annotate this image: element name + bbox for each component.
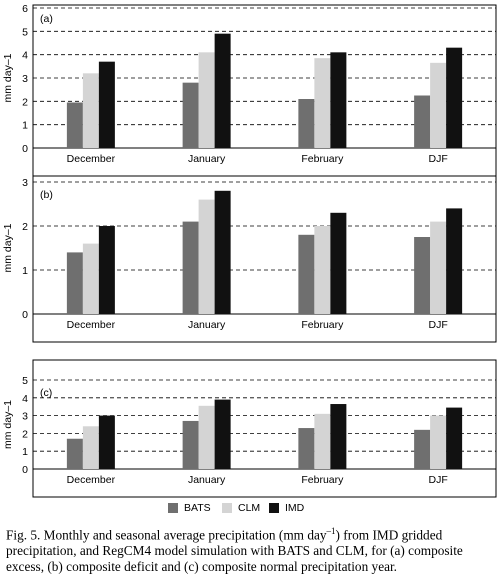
y-tick-label: 1 bbox=[22, 265, 28, 277]
x-tick-label: February bbox=[301, 319, 344, 331]
y-tick-label: 4 bbox=[22, 50, 28, 62]
bar-clm-february bbox=[314, 413, 331, 469]
precipitation-figure: 0 1 2 3 4 5 6 mm day–1 (a) December January Februar… bbox=[2, 3, 497, 498]
x-tick-label: January bbox=[188, 319, 226, 331]
bar-imd-january bbox=[214, 190, 231, 314]
y-tick-label: 2 bbox=[22, 96, 28, 108]
bar-imd-djf bbox=[446, 47, 463, 148]
legend-swatch bbox=[269, 503, 279, 513]
panel-label: (c) bbox=[40, 387, 52, 399]
bar-clm-djf bbox=[430, 221, 447, 314]
legend-label: BATS bbox=[184, 502, 211, 514]
bar-imd-february bbox=[330, 212, 347, 314]
bar-imd-december bbox=[98, 415, 115, 469]
bar-clm-december bbox=[82, 73, 99, 148]
x-tick-label: December bbox=[67, 474, 116, 486]
bar-bats-january bbox=[182, 420, 199, 469]
y-axis-label: mm day–1 bbox=[2, 53, 14, 102]
bar-clm-djf bbox=[430, 415, 447, 469]
legend-item-bats: BATS bbox=[168, 498, 211, 518]
bar-bats-djf bbox=[414, 95, 431, 148]
y-axis-label: mm day–1 bbox=[2, 400, 14, 449]
x-tick-label: February bbox=[301, 474, 344, 486]
y-tick-label: 3 bbox=[22, 177, 28, 189]
panel-label: (a) bbox=[40, 13, 53, 25]
x-tick-label: January bbox=[188, 474, 226, 486]
bar-clm-december bbox=[82, 426, 99, 469]
y-axis-label: mm day–1 bbox=[2, 223, 14, 272]
y-tick-label: 3 bbox=[22, 73, 28, 85]
x-tick-label: December bbox=[67, 153, 116, 165]
bar-bats-december bbox=[66, 102, 83, 148]
y-tick-label: 2 bbox=[22, 428, 28, 440]
bar-clm-djf bbox=[430, 62, 447, 149]
bar-clm-february bbox=[314, 226, 331, 314]
bar-imd-december bbox=[98, 226, 115, 314]
y-tick-label: 0 bbox=[22, 464, 28, 476]
legend-label: CLM bbox=[238, 502, 261, 514]
bar-bats-february bbox=[298, 234, 315, 314]
y-tick-label: 0 bbox=[22, 309, 28, 321]
bar-bats-december bbox=[66, 438, 83, 469]
caption-superscript: –1 bbox=[326, 526, 336, 536]
bar-bats-january bbox=[182, 221, 199, 314]
y-tick-label: 1 bbox=[22, 446, 28, 458]
bar-bats-february bbox=[298, 99, 315, 148]
legend-item-imd: IMD bbox=[269, 498, 304, 518]
x-tick-label: DJF bbox=[429, 474, 448, 486]
bar-clm-january bbox=[198, 199, 215, 314]
y-tick-label: 5 bbox=[22, 375, 28, 387]
legend-label: IMD bbox=[285, 502, 305, 514]
x-tick-label: DJF bbox=[429, 153, 448, 165]
y-tick-label: 2 bbox=[22, 221, 28, 233]
x-tick-label: February bbox=[301, 153, 344, 165]
bar-imd-january bbox=[214, 33, 231, 148]
bar-bats-february bbox=[298, 428, 315, 469]
figure-caption: Fig. 5. Monthly and seasonal average pre… bbox=[6, 523, 496, 575]
bar-bats-december bbox=[66, 252, 83, 314]
bar-imd-djf bbox=[446, 208, 463, 314]
legend-swatch bbox=[222, 503, 232, 513]
bar-bats-january bbox=[182, 82, 199, 148]
x-tick-label: DJF bbox=[429, 319, 448, 331]
legend-item-clm: CLM bbox=[222, 498, 260, 518]
x-tick-label: January bbox=[188, 153, 226, 165]
y-tick-label: 0 bbox=[22, 143, 28, 155]
y-tick-label: 5 bbox=[22, 26, 28, 38]
bar-clm-february bbox=[314, 58, 331, 148]
bar-imd-djf bbox=[446, 407, 463, 469]
panel-label: (b) bbox=[40, 189, 53, 201]
bar-bats-djf bbox=[414, 429, 431, 469]
bar-imd-february bbox=[330, 52, 347, 149]
y-tick-label: 1 bbox=[22, 120, 28, 132]
y-tick-label: 4 bbox=[22, 393, 28, 405]
bar-imd-january bbox=[214, 399, 231, 469]
caption-rest: ) from IMD gridded precipitation, and Re… bbox=[6, 527, 463, 575]
bar-bats-djf bbox=[414, 237, 431, 314]
bar-clm-january bbox=[198, 405, 215, 469]
legend: BATS CLM IMD bbox=[0, 498, 501, 518]
y-tick-label: 6 bbox=[22, 3, 28, 15]
bar-imd-february bbox=[330, 404, 347, 469]
x-tick-label: December bbox=[67, 319, 116, 331]
caption-lead: Fig. 5. Monthly and seasonal average pre… bbox=[6, 527, 327, 543]
bar-clm-january bbox=[198, 52, 215, 149]
y-tick-label: 3 bbox=[22, 411, 28, 423]
legend-swatch bbox=[168, 503, 178, 513]
bar-imd-december bbox=[98, 61, 115, 148]
bar-clm-december bbox=[82, 243, 99, 314]
